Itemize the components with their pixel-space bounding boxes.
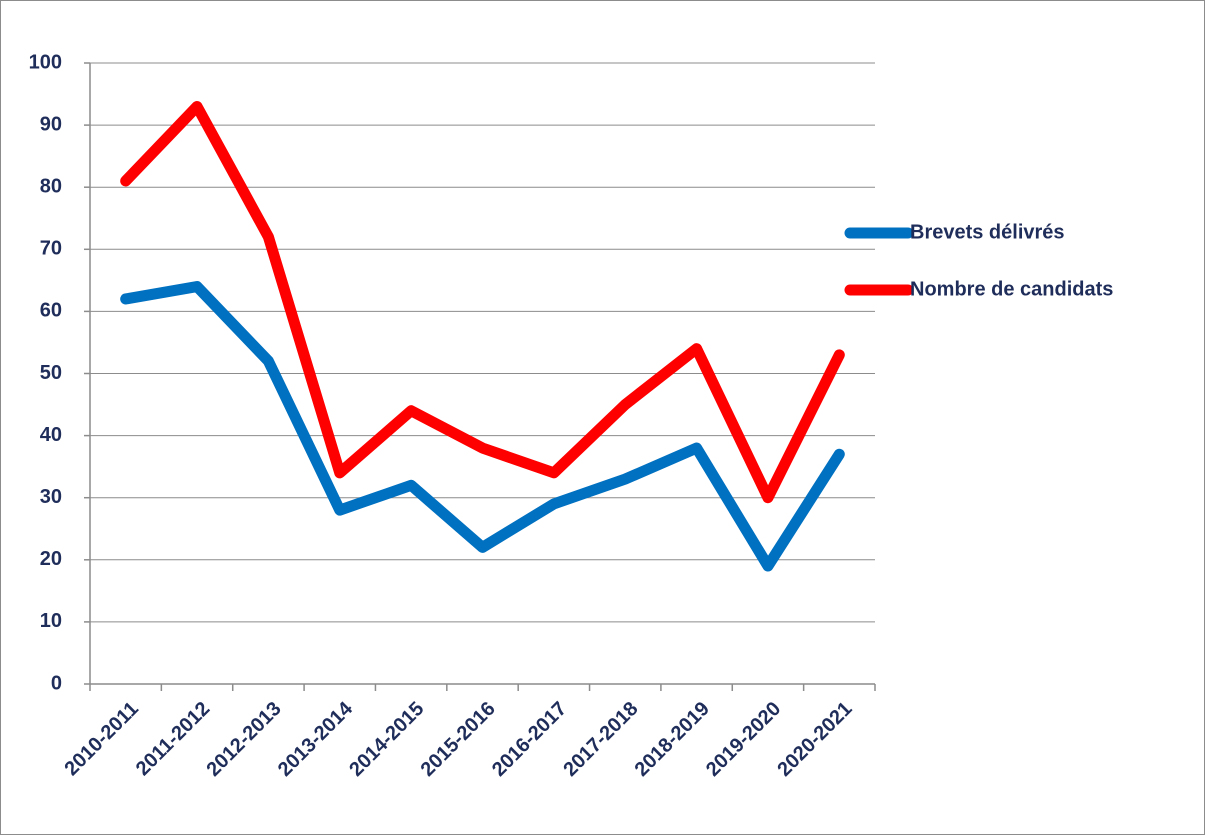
y-tick-label: 100: [29, 51, 62, 73]
line-series: [120, 100, 845, 504]
y-tick-label: 20: [40, 548, 62, 570]
legend-label: Nombre de candidats: [910, 278, 1113, 300]
y-tick-label: 10: [40, 610, 62, 632]
y-tick-label: 50: [40, 362, 62, 384]
y-tick-label: 30: [40, 486, 62, 508]
y-tick-label: 60: [40, 300, 62, 322]
y-tick-label: 40: [40, 424, 62, 446]
line-series: [120, 281, 845, 572]
y-tick-label: 70: [40, 238, 62, 260]
y-tick-label: 80: [40, 175, 62, 197]
legend-label: Brevets délivrés: [910, 221, 1065, 243]
y-tick-label: 0: [51, 672, 62, 694]
y-tick-label: 90: [40, 113, 62, 135]
